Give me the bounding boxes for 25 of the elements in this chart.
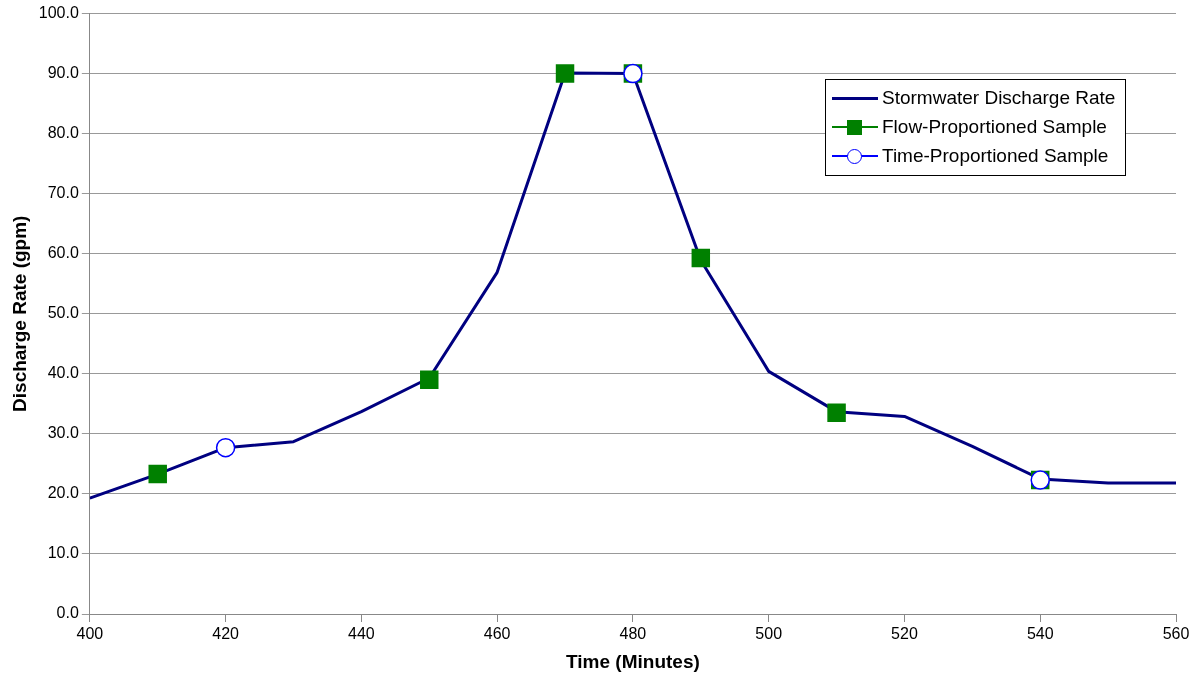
legend-label: Time-Proportioned Sample xyxy=(882,145,1109,167)
x-tick-label: 420 xyxy=(212,625,240,643)
legend-label: Stormwater Discharge Rate xyxy=(882,87,1116,109)
y-tick-label: 30.0 xyxy=(47,424,79,442)
y-tick-label: 50.0 xyxy=(47,304,79,322)
y-tick-label: 80.0 xyxy=(47,124,79,142)
x-tick-label: 400 xyxy=(76,625,104,643)
x-tick-label: 560 xyxy=(1162,625,1190,643)
legend-label: Flow-Proportioned Sample xyxy=(882,116,1107,138)
x-tick-label: 480 xyxy=(619,625,647,643)
y-axis-title: Discharge Rate (gpm) xyxy=(8,215,30,412)
y-tick-label: 20.0 xyxy=(47,484,79,502)
y-tick-label: 90.0 xyxy=(47,63,79,81)
y-tick-label: 70.0 xyxy=(47,184,79,202)
y-tick-label: 60.0 xyxy=(47,244,79,262)
y-tick-label: 10.0 xyxy=(47,544,79,562)
x-tick-label: 460 xyxy=(483,625,511,643)
y-tick-label: 100.0 xyxy=(38,3,79,21)
x-tick-label: 540 xyxy=(1026,625,1054,643)
x-tick-label: 500 xyxy=(755,625,783,643)
y-tick-label: 40.0 xyxy=(47,364,79,382)
x-tick-label: 520 xyxy=(891,625,918,643)
y-tick-label: 0.0 xyxy=(56,604,79,622)
x-tick-label: 440 xyxy=(348,625,375,643)
x-axis-title: Time (Minutes) xyxy=(566,650,700,672)
